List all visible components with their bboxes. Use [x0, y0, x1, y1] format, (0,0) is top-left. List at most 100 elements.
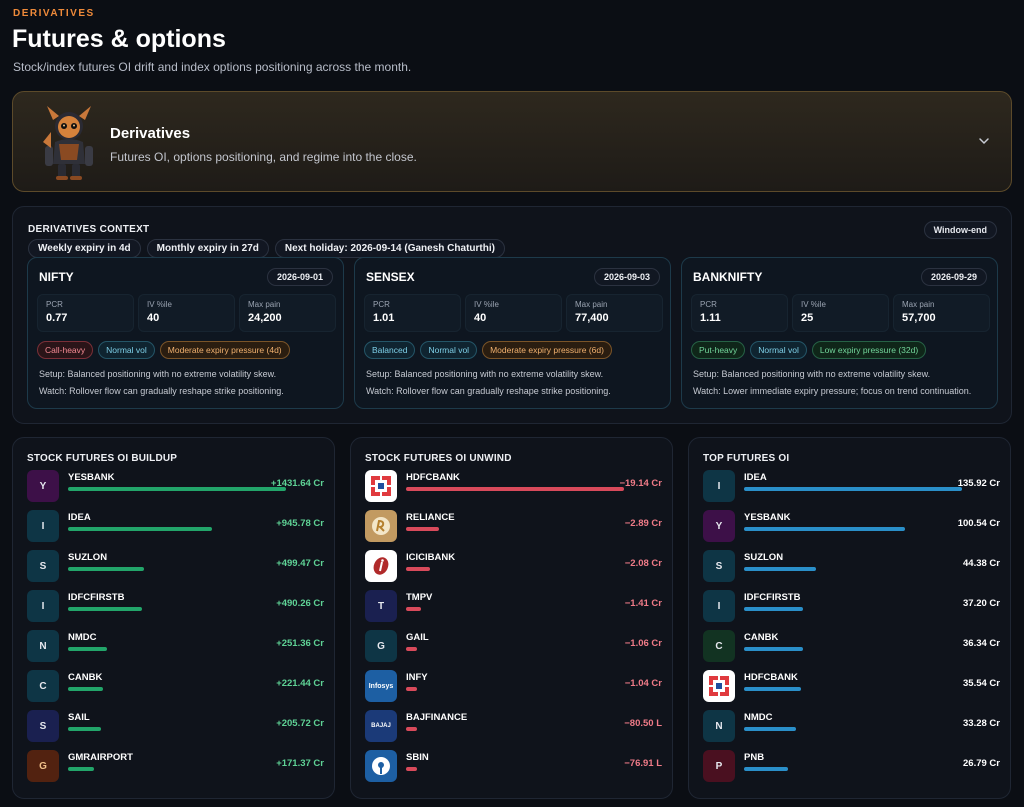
list-item[interactable]: I IDEA 135.92 Cr [703, 469, 1000, 509]
symbol-label: CANBK [744, 632, 779, 643]
list-item[interactable]: RELIANCE −2.89 Cr [365, 509, 662, 549]
pcr-metric: PCR 1.01 [364, 294, 461, 332]
index-card-banknifty: BANKNIFTY 2026-09-29 PCR 1.11 IV %ile 25 M… [681, 257, 998, 409]
list-item[interactable]: SBIN −76.91 L [365, 749, 662, 789]
monthly-expiry-pill: Monthly expiry in 27d [146, 239, 269, 258]
symbol-label: IDFCFIRSTB [744, 592, 801, 603]
list-item[interactable]: C CANBK 36.34 Cr [703, 629, 1000, 669]
avatar: Y [27, 470, 59, 502]
oi-bar [406, 607, 421, 611]
avatar: C [703, 630, 735, 662]
oi-value: −19.14 Cr [619, 478, 662, 489]
avatar-letter: N [39, 640, 47, 652]
list-item[interactable]: HDFCBANK −19.14 Cr [365, 469, 662, 509]
list-item[interactable]: P PNB 26.79 Cr [703, 749, 1000, 789]
hdfc-logo-icon [709, 676, 729, 696]
infy-logo-text: Infosys [368, 682, 394, 690]
list-item[interactable]: HDFCBANK 35.54 Cr [703, 669, 1000, 709]
list-item[interactable]: N NMDC +251.36 Cr [27, 629, 324, 669]
oi-bar [406, 567, 430, 571]
iv-percentile-metric: IV %ile 40 [465, 294, 562, 332]
symbol-label: GAIL [406, 632, 429, 643]
avatar: S [27, 550, 59, 582]
avatar: Infosys [365, 670, 397, 702]
oi-value: +490.26 Cr [276, 598, 324, 609]
oi-value: −2.08 Cr [624, 558, 662, 569]
list-item[interactable]: Y YESBANK +1431.64 Cr [27, 469, 324, 509]
symbol-label: YESBANK [68, 472, 115, 483]
oi-bar [406, 687, 417, 691]
avatar-letter: C [715, 640, 723, 652]
list-item[interactable]: I IDEA +945.78 Cr [27, 509, 324, 549]
oi-value: −1.41 Cr [624, 598, 662, 609]
oi-bar [68, 727, 101, 731]
list-item[interactable]: I IDFCFIRSTB 37.20 Cr [703, 589, 1000, 629]
weekly-expiry-pill: Weekly expiry in 4d [28, 239, 141, 258]
avatar: N [703, 710, 735, 742]
list-item[interactable]: I IDFCFIRSTB +490.26 Cr [27, 589, 324, 629]
page-subtitle: Stock/index futures OI drift and index o… [13, 60, 412, 74]
oi-value: 135.92 Cr [957, 478, 1000, 489]
avatar-letter: T [377, 600, 385, 612]
page-title: Futures & options [12, 25, 226, 53]
symbol-label: IDEA [68, 512, 91, 523]
symbol-label: INFY [406, 672, 428, 683]
regime-tag: Moderate expiry pressure (4d) [159, 341, 290, 359]
oi-value: 44.38 Cr [963, 558, 1000, 569]
regime-tag: Low expiry pressure (32d) [811, 341, 927, 359]
metric-value: 1.01 [373, 312, 395, 324]
avatar: I [27, 590, 59, 622]
list-item[interactable]: Y YESBANK 100.54 Cr [703, 509, 1000, 549]
list-item[interactable]: S SAIL +205.72 Cr [27, 709, 324, 749]
avatar-letter: Y [39, 480, 47, 492]
list-item[interactable]: BAJAJ BAJFINANCE −80.50 L [365, 709, 662, 749]
symbol-label: SAIL [68, 712, 90, 723]
list-item[interactable]: G GAIL −1.06 Cr [365, 629, 662, 669]
oi-value: +945.78 Cr [276, 518, 324, 529]
oi-value: +205.72 Cr [276, 718, 324, 729]
panel-title: STOCK FUTURES OI BUILDUP [27, 453, 178, 464]
avatar-letter: S [715, 560, 723, 572]
index-name: BANKNIFTY [693, 270, 763, 284]
regime-tag: Call-heavy [37, 341, 94, 359]
avatar-letter: I [717, 600, 721, 612]
index-card-sensex: SENSEX 2026-09-03 PCR 1.01 IV %ile 40 Max … [354, 257, 671, 409]
avatar: C [27, 670, 59, 702]
regime-tag: Normal vol [420, 341, 478, 359]
pcr-metric: PCR 0.77 [37, 294, 134, 332]
regime-tag: Balanced [364, 341, 416, 359]
symbol-label: IDEA [744, 472, 767, 483]
list-item[interactable]: Infosys INFY −1.04 Cr [365, 669, 662, 709]
list-item[interactable]: S SUZLON 44.38 Cr [703, 549, 1000, 589]
symbol-label: TMPV [406, 592, 433, 603]
sbi-logo-icon [372, 757, 390, 775]
oi-value: +1431.64 Cr [270, 478, 324, 489]
tag-row: Put-heavy Normal vol Low expiry pressure (… [691, 341, 927, 359]
chevron-down-icon[interactable] [977, 134, 991, 148]
metric-value: 40 [147, 312, 160, 324]
index-card-nifty: NIFTY 2026-09-01 PCR 0.77 IV %ile 40 Max p… [27, 257, 344, 409]
list-item[interactable]: ICICIBANK −2.08 Cr [365, 549, 662, 589]
list-item[interactable]: G GMRAIRPORT +171.37 Cr [27, 749, 324, 789]
max-pain-metric: Max pain 24,200 [239, 294, 336, 332]
list-item[interactable]: S SUZLON +499.47 Cr [27, 549, 324, 589]
window-end-badge[interactable]: Window-end [923, 221, 997, 239]
avatar-letter: C [39, 680, 47, 692]
list-item[interactable]: C CANBK +221.44 Cr [27, 669, 324, 709]
iv-percentile-metric: IV %ile 40 [138, 294, 235, 332]
derivatives-hero-card[interactable]: Derivatives Futures OI, options position… [12, 91, 1012, 192]
metric-label: IV %ile [474, 300, 499, 309]
top-futures-oi-panel: TOP FUTURES OI I IDEA 135.92 Cr Y YESBAN… [688, 437, 1011, 799]
oi-value: −76.91 L [624, 758, 662, 769]
avatar: S [703, 550, 735, 582]
oi-bar [744, 527, 905, 531]
oi-bar [68, 487, 286, 491]
avatar-letter: P [715, 760, 723, 772]
avatar [365, 750, 397, 782]
watch-text: Watch: Rollover flow can gradually resha… [39, 386, 284, 396]
list-item[interactable]: N NMDC 33.28 Cr [703, 709, 1000, 749]
list-item[interactable]: T TMPV −1.41 Cr [365, 589, 662, 629]
expiry-date-badge: 2026-09-29 [920, 268, 987, 286]
oi-value: 100.54 Cr [957, 518, 1000, 529]
oi-bar [68, 607, 142, 611]
